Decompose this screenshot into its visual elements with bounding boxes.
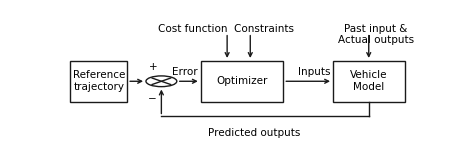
Bar <box>201 61 283 102</box>
Text: Past input &
Actual outputs: Past input & Actual outputs <box>338 24 414 45</box>
Circle shape <box>146 76 177 87</box>
Text: +: + <box>149 62 157 72</box>
Text: Vehicle
Model: Vehicle Model <box>350 71 387 92</box>
Text: −: − <box>148 93 156 104</box>
Text: Reference
trajectory: Reference trajectory <box>73 71 125 92</box>
Text: Error: Error <box>173 67 198 77</box>
Text: Cost function  Constraints: Cost function Constraints <box>158 24 294 34</box>
Text: Inputs: Inputs <box>298 67 330 77</box>
Text: Predicted outputs: Predicted outputs <box>208 128 300 138</box>
Bar <box>333 61 404 102</box>
Text: Optimizer: Optimizer <box>216 76 268 86</box>
Bar <box>70 61 127 102</box>
